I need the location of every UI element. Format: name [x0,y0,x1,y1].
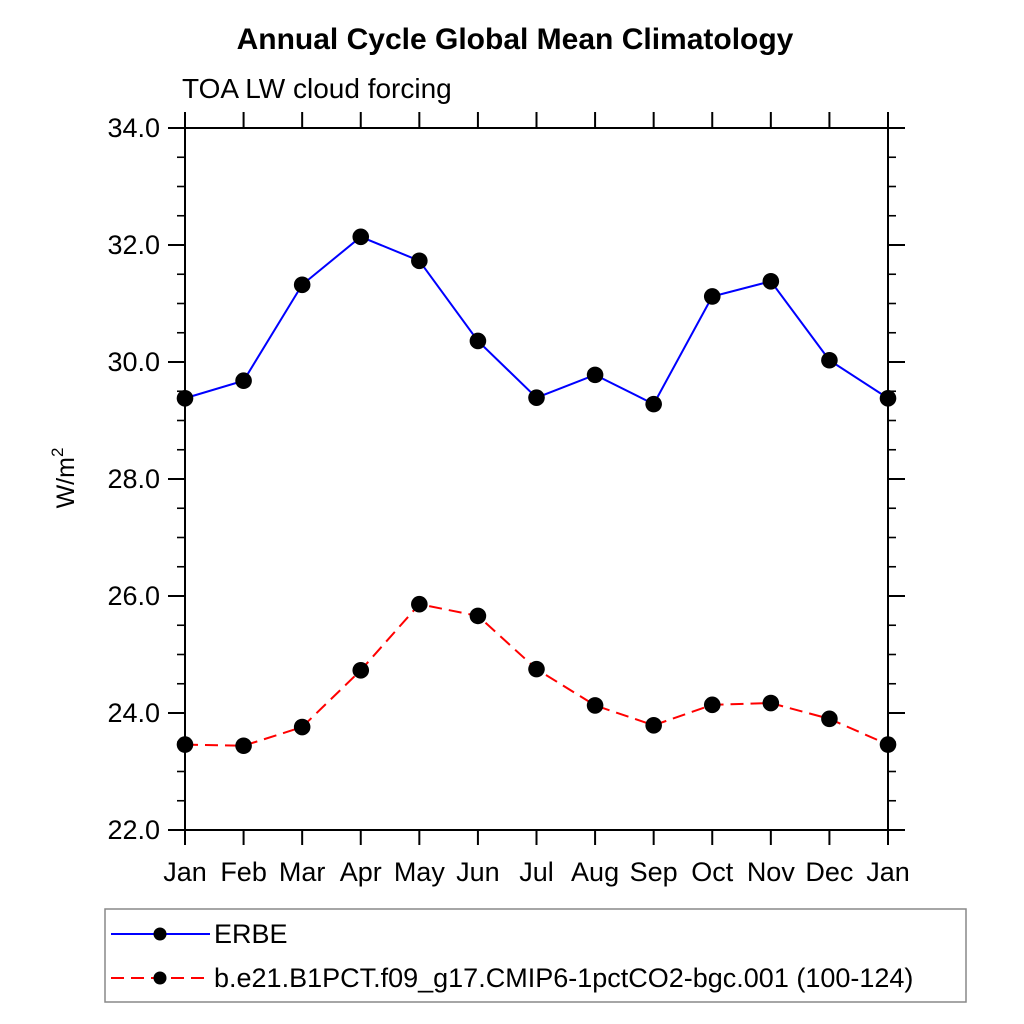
axes: Jan Feb Mar Apr May Jun Jul Aug Sep Oct Nov Dec Jan2… [107,112,910,887]
legend-marker [153,927,167,941]
data-point [235,372,252,390]
legend-entry-label: b.e21.B1PCT.f09_g17.CMIP6-1pctCO2-bgc.00… [214,963,913,993]
x-tick-label: Mar [279,857,326,887]
data-point [528,660,545,678]
data-point [586,366,604,384]
data-point [293,718,311,736]
data-point [469,332,487,350]
x-tick-label: Aug [571,857,619,887]
data-point [879,736,897,753]
y-tick-label: 34.0 [107,113,160,143]
chart-subtitle: TOA LW cloud forcing [182,73,452,104]
y-tick-label: 26.0 [107,581,160,611]
data-point [469,607,487,625]
legend-marker [153,971,167,985]
data-series [176,228,897,755]
chart-title: Annual Cycle Global Mean Climatology [237,23,794,56]
data-point [528,389,545,406]
x-tick-label: Sep [630,857,678,887]
x-tick-label: Jan [866,857,910,887]
x-tick-label: Nov [747,857,796,887]
x-tick-label: Jan [163,857,207,887]
y-tick-label: 24.0 [107,698,160,728]
data-point [176,389,194,407]
data-point [821,351,838,369]
x-tick-label: Apr [340,857,382,887]
series-line-0 [184,235,889,406]
legend-entry-label: ERBE [214,919,288,949]
data-point [352,228,370,246]
plot-frame [184,127,889,831]
legend: ERBE b.e21.B1PCT.f09_g17.CMIP6-1pctCO2-bg… [104,908,967,1003]
y-tick-label: 28.0 [107,464,160,494]
data-point [352,661,370,679]
data-point [821,710,838,728]
data-point [586,697,604,714]
data-point [293,276,311,294]
data-point [879,389,897,407]
y-tick-label: 32.0 [107,230,160,260]
data-point [762,272,780,290]
data-point [411,252,428,270]
x-tick-label: Jul [519,857,554,887]
y-axis-label: W/m2 [48,448,80,509]
x-tick-label: Feb [220,857,267,887]
x-tick-label: Dec [805,857,853,887]
data-point [645,395,662,413]
x-tick-label: May [394,857,446,887]
y-tick-label: 22.0 [107,815,160,845]
data-point [703,288,721,305]
x-tick-label: Oct [691,857,734,887]
x-tick-label: Jun [456,857,500,887]
data-point [176,736,194,753]
data-point [703,696,721,714]
legend-box [104,908,967,1003]
data-point [762,694,780,712]
data-point [411,595,428,613]
y-tick-label: 30.0 [107,347,160,377]
data-point [235,737,252,755]
data-point [645,716,662,734]
